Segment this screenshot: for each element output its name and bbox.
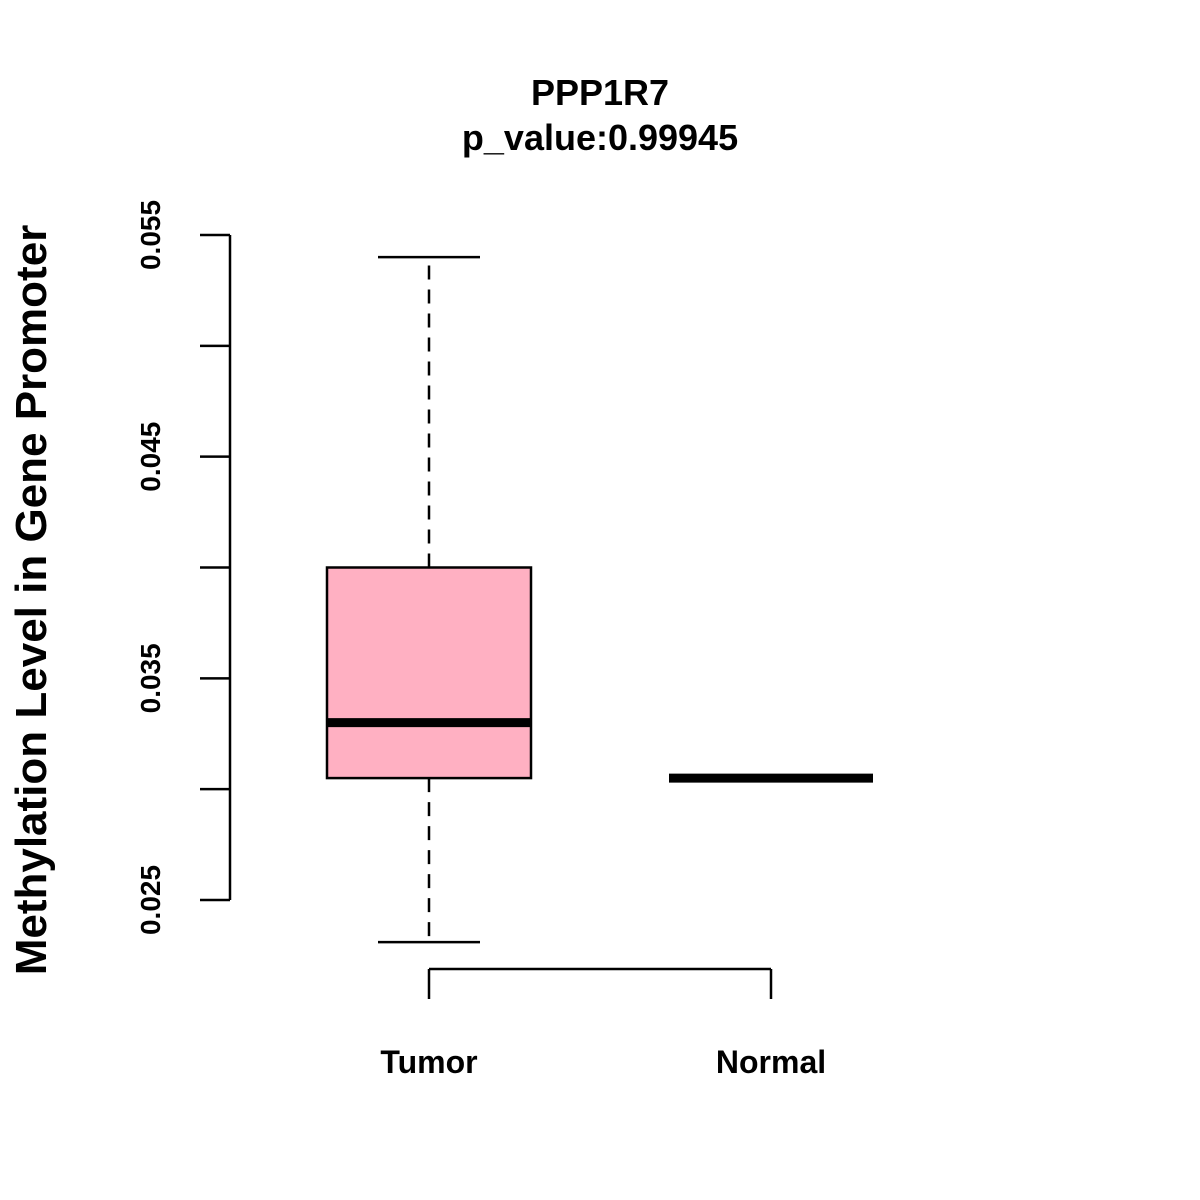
box-tumor <box>325 255 533 944</box>
y-axis: 0.025 0.035 0.045 0.055 <box>135 200 232 935</box>
y-tick-label: 0.035 <box>135 643 166 713</box>
iqr-box <box>325 566 533 780</box>
chart-title: PPP1R7 <box>531 72 669 113</box>
boxes <box>325 255 873 944</box>
x-tick-label-normal: Normal <box>716 1044 826 1080</box>
x-axis: Tumor Normal <box>380 967 826 1080</box>
y-axis-label: Methylation Level in Gene Promoter <box>7 225 56 976</box>
y-tick-label: 0.025 <box>135 865 166 935</box>
y-tick-label: 0.055 <box>135 200 166 270</box>
x-tick-label-tumor: Tumor <box>380 1044 477 1080</box>
chart-subtitle: p_value:0.99945 <box>462 117 738 158</box>
y-tick-label: 0.045 <box>135 422 166 492</box>
